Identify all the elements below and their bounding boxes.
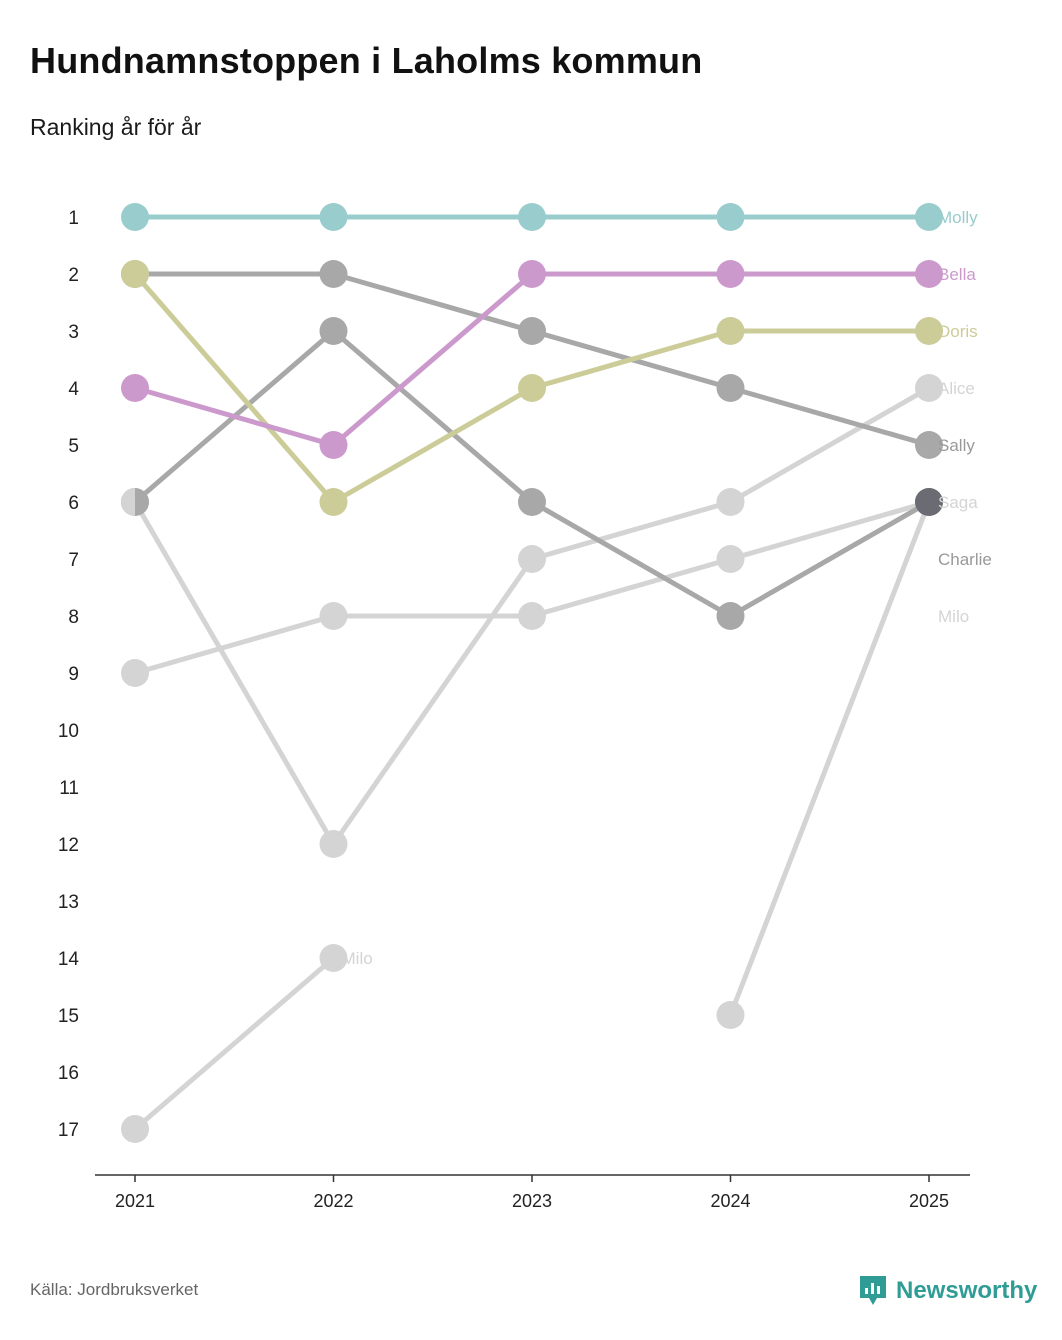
y-tick-label: 11 <box>59 778 79 799</box>
y-tick-label: 16 <box>58 1063 79 1084</box>
point-doris <box>518 374 546 402</box>
point-sally-2 <box>319 317 348 345</box>
x-tick-label: 2023 <box>512 1191 552 1211</box>
y-tick-label: 8 <box>68 607 79 628</box>
end-label-molly: Molly <box>938 208 978 227</box>
point-charlie <box>716 488 745 516</box>
point-sally-2 <box>716 602 745 630</box>
y-tick-label: 15 <box>58 1006 79 1027</box>
point-sally <box>716 374 745 402</box>
end-label-sally: Sally <box>938 436 975 455</box>
end-label-doris: Doris <box>938 322 978 341</box>
overlap-point-half <box>121 260 135 288</box>
point-doris <box>319 488 348 516</box>
series-points <box>121 203 943 1143</box>
y-tick-label: 12 <box>58 835 79 856</box>
y-tick-label: 1 <box>68 208 79 229</box>
point-bella <box>518 260 546 288</box>
end-label-saga: Saga <box>938 493 978 512</box>
point-alice <box>716 545 745 573</box>
point-charlie <box>915 374 943 402</box>
y-tick-label: 6 <box>68 493 79 514</box>
y-tick-label: 10 <box>58 721 79 742</box>
point-alice <box>319 602 348 630</box>
overlap-point-half <box>121 488 135 516</box>
series-line-sally <box>132 271 932 448</box>
end-label-charlie: Charlie <box>938 550 992 569</box>
x-axis-ticks: 2021 2022 2023 2024 2025 <box>115 1175 949 1211</box>
point-molly <box>121 203 149 231</box>
point-charlie <box>319 830 348 858</box>
point-saga <box>716 1001 745 1029</box>
x-tick-label: 2021 <box>115 1191 155 1211</box>
point-molly <box>716 203 745 231</box>
point-milo <box>319 944 348 972</box>
point-doris <box>716 317 745 345</box>
point-molly <box>518 203 546 231</box>
y-tick-label: 17 <box>58 1120 79 1141</box>
end-label-alice: Alice <box>938 379 975 398</box>
series-line-saga <box>728 499 932 1018</box>
point-bella <box>915 260 943 288</box>
brand-logo[interactable]: Newsworthy <box>858 1274 1037 1308</box>
series-line-sally-2 <box>132 328 932 619</box>
point-molly <box>915 203 943 231</box>
series-line-bella <box>132 271 932 448</box>
inline-labels: Milo <box>342 949 373 968</box>
point-bella <box>716 260 745 288</box>
chart-subtitle: Ranking år för år <box>30 114 202 140</box>
end-labels: Molly Bella Doris Alice Sally Saga Charlie Milo <box>938 208 992 626</box>
series-line-milo <box>132 955 336 1132</box>
inline-label-milo: Milo <box>342 949 373 968</box>
series-line-alice <box>132 499 932 676</box>
point-sally <box>319 260 348 288</box>
y-tick-label: 14 <box>58 949 80 970</box>
point-milo <box>121 1115 149 1143</box>
point-bella <box>319 431 348 459</box>
y-tick-label: 2 <box>68 265 79 286</box>
x-tick-label: 2024 <box>710 1191 750 1211</box>
y-tick-label: 4 <box>68 379 79 400</box>
point-doris <box>915 317 943 345</box>
point-charlie <box>518 545 546 573</box>
y-tick-label: 3 <box>68 322 79 343</box>
point-sally <box>915 431 943 459</box>
end-label-bella: Bella <box>938 265 976 284</box>
x-tick-label: 2025 <box>909 1191 949 1211</box>
point-alice <box>121 659 149 687</box>
x-tick-label: 2022 <box>313 1191 353 1211</box>
point-sally-2 <box>518 488 546 516</box>
y-tick-label: 13 <box>58 892 79 913</box>
point-sally <box>518 317 546 345</box>
newsworthy-logo-icon <box>860 1276 886 1305</box>
highlight-point <box>915 488 943 516</box>
source-note: Källa: Jordbruksverket <box>30 1280 199 1299</box>
series-lines <box>132 214 932 1132</box>
y-tick-label: 7 <box>68 550 79 571</box>
point-alice <box>518 602 546 630</box>
y-tick-label: 9 <box>68 664 79 685</box>
chart-title: Hundnamnstoppen i Laholms kommun <box>30 40 703 81</box>
point-molly <box>319 203 348 231</box>
brand-name: Newsworthy <box>896 1277 1038 1304</box>
y-tick-label: 5 <box>68 436 79 457</box>
point-bella <box>121 374 149 402</box>
end-label-milo: Milo <box>938 607 969 626</box>
